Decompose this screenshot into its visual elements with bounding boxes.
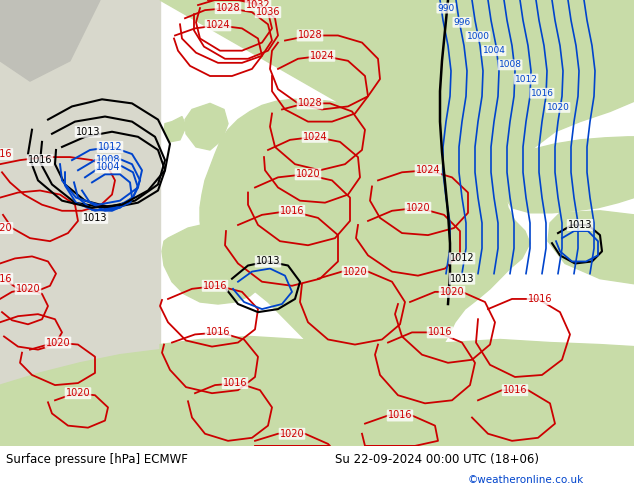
Text: 1032: 1032: [246, 0, 270, 10]
Text: 1016: 1016: [0, 274, 12, 284]
Text: 996: 996: [453, 18, 470, 27]
Text: 1013: 1013: [450, 274, 474, 284]
Text: 1020: 1020: [16, 284, 41, 294]
Polygon shape: [548, 211, 634, 284]
Text: Surface pressure [hPa] ECMWF: Surface pressure [hPa] ECMWF: [6, 453, 188, 466]
Text: 1020: 1020: [547, 103, 569, 112]
Text: 1024: 1024: [309, 51, 334, 61]
Polygon shape: [185, 103, 228, 150]
Text: 1016: 1016: [531, 89, 553, 98]
Polygon shape: [293, 193, 355, 282]
Text: 1028: 1028: [298, 30, 322, 41]
Text: 1004: 1004: [96, 162, 120, 172]
Polygon shape: [502, 137, 634, 213]
Text: 1012: 1012: [98, 142, 122, 152]
Text: 1016: 1016: [503, 385, 527, 395]
Text: 1004: 1004: [482, 46, 505, 55]
Polygon shape: [312, 269, 340, 286]
Text: 1016: 1016: [388, 411, 412, 420]
Text: 1020: 1020: [295, 170, 320, 179]
Text: 1020: 1020: [66, 388, 90, 398]
Text: 1000: 1000: [467, 32, 489, 41]
Text: 1020: 1020: [280, 429, 304, 439]
Text: 1016: 1016: [428, 327, 452, 338]
Text: 990: 990: [437, 3, 455, 13]
Text: 1024: 1024: [416, 165, 440, 175]
Text: 1028: 1028: [298, 98, 322, 108]
Text: 1020: 1020: [0, 223, 12, 233]
Text: 1016: 1016: [206, 327, 230, 338]
Text: 1016: 1016: [28, 155, 52, 165]
Polygon shape: [447, 245, 480, 276]
Polygon shape: [0, 0, 160, 446]
Text: 1016: 1016: [203, 281, 227, 291]
Polygon shape: [164, 117, 186, 142]
Text: 1013: 1013: [75, 127, 100, 137]
Text: 1024: 1024: [205, 21, 230, 30]
Text: 1013: 1013: [83, 213, 107, 223]
Text: 1008: 1008: [96, 155, 120, 165]
Text: 1036: 1036: [256, 7, 280, 17]
Text: ©weatheronline.co.uk: ©weatheronline.co.uk: [468, 475, 585, 485]
Text: 1016: 1016: [223, 378, 247, 388]
Text: 1008: 1008: [498, 60, 522, 70]
Text: 1024: 1024: [302, 132, 327, 142]
Text: 1013: 1013: [256, 256, 280, 267]
Polygon shape: [364, 273, 390, 292]
Polygon shape: [0, 337, 634, 446]
Text: 1012: 1012: [450, 253, 474, 264]
Text: Su 22-09-2024 00:00 UTC (18+06): Su 22-09-2024 00:00 UTC (18+06): [335, 453, 539, 466]
Text: 1012: 1012: [515, 74, 538, 84]
Text: 1020: 1020: [46, 338, 70, 347]
Text: 1028: 1028: [216, 3, 240, 13]
Polygon shape: [162, 223, 268, 304]
Text: 1020: 1020: [343, 267, 367, 276]
Polygon shape: [0, 0, 100, 81]
Polygon shape: [160, 0, 634, 387]
Text: 1016: 1016: [280, 206, 304, 216]
Polygon shape: [306, 0, 428, 76]
Text: 1013: 1013: [568, 220, 592, 230]
Text: 1020: 1020: [406, 203, 430, 213]
Text: 1016: 1016: [0, 149, 12, 159]
Text: 1016: 1016: [527, 294, 552, 304]
Text: 1020: 1020: [440, 287, 464, 297]
